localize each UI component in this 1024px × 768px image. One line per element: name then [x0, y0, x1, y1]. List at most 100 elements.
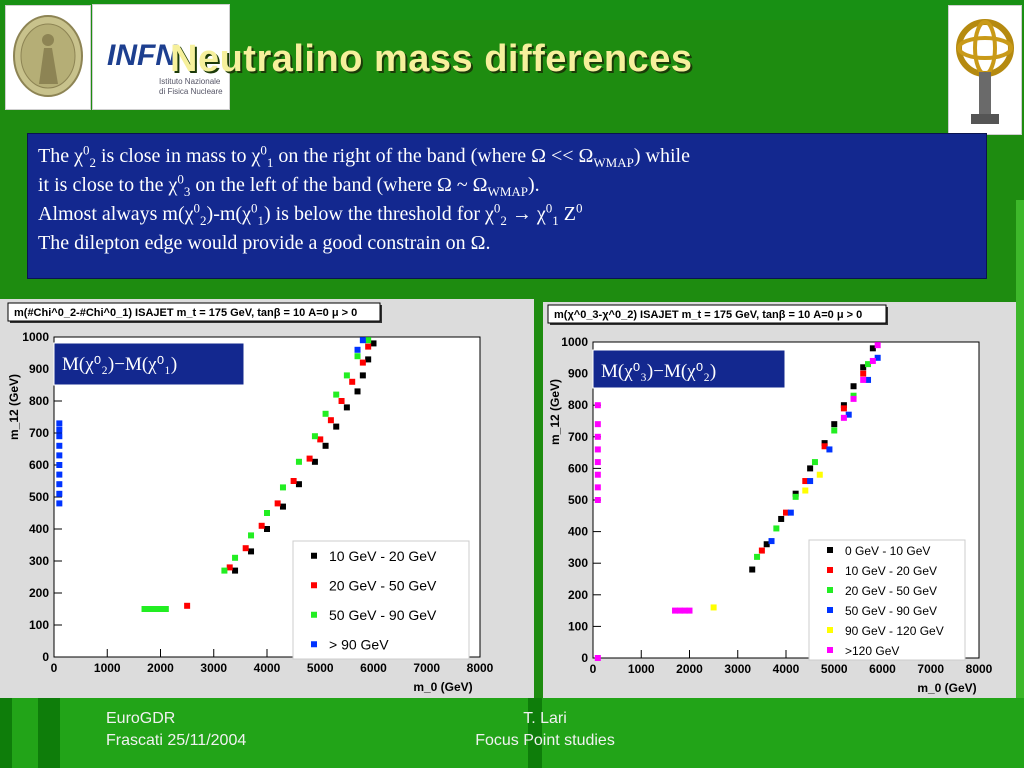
- data-point: [672, 607, 679, 614]
- y-tick-label: 900: [29, 362, 49, 376]
- data-point: [811, 459, 818, 466]
- data-point: [816, 471, 823, 478]
- x-tick-label: 5000: [307, 661, 334, 675]
- data-point: [146, 606, 153, 612]
- y-tick-label: 700: [29, 426, 49, 440]
- top-band: [0, 0, 1024, 20]
- data-point: [749, 566, 756, 573]
- infn-caption-2: di Fisica Nucleare: [159, 87, 223, 96]
- data-point: [141, 606, 148, 612]
- overlay-label: M(χ⁰₃)−M(χ⁰₂): [601, 361, 716, 382]
- data-point: [354, 346, 361, 353]
- data-point: [802, 478, 809, 485]
- data-point: [594, 459, 601, 466]
- data-point: [264, 510, 270, 516]
- y-tick-label: 300: [29, 554, 49, 568]
- x-tick-label: 2000: [676, 662, 703, 676]
- y-tick-label: 500: [29, 490, 49, 504]
- chart-title-box: [7, 302, 381, 322]
- legend-label: 20 GeV - 50 GeV: [845, 584, 937, 598]
- y-tick-label: 800: [568, 398, 588, 412]
- data-point: [807, 478, 814, 485]
- data-point: [354, 353, 361, 360]
- data-point: [295, 481, 302, 488]
- data-point: [306, 455, 313, 462]
- footer-strip-2: [38, 698, 60, 768]
- data-point: [56, 452, 63, 459]
- legend-marker: [827, 627, 833, 633]
- data-point: [242, 545, 249, 552]
- data-point: [226, 564, 233, 571]
- y-tick-label: 700: [568, 430, 588, 444]
- chart-panel-left: m(#Chi^0_2-#Chi^0_1) ISAJET m_t = 175 Ge…: [0, 299, 534, 698]
- data-point: [333, 423, 340, 430]
- data-point: [279, 484, 286, 491]
- data-point: [831, 421, 838, 428]
- overlay-label-box: [53, 342, 245, 386]
- y-tick-label: 400: [29, 522, 49, 536]
- data-point: [162, 606, 169, 612]
- data-point: [343, 372, 350, 379]
- data-point: [56, 471, 63, 478]
- data-point: [274, 500, 281, 507]
- y-tick-label: 100: [29, 618, 49, 632]
- x-axis-label: m_0 (GeV): [413, 680, 472, 694]
- x-tick-label: 8000: [966, 662, 993, 676]
- data-point: [754, 553, 761, 560]
- data-point: [295, 458, 302, 465]
- x-axis-label: m_0 (GeV): [917, 681, 976, 695]
- y-tick-label: 200: [29, 586, 49, 600]
- legend-marker: [827, 647, 833, 653]
- data-point: [157, 606, 164, 612]
- footer-date: Frascati 25/11/2004: [106, 732, 247, 749]
- data-point: [594, 497, 601, 503]
- x-tick-label: 1000: [94, 661, 121, 675]
- legend-marker: [827, 547, 833, 553]
- y-tick-label: 0: [42, 650, 49, 664]
- data-point: [365, 356, 372, 363]
- x-tick-label: 3000: [724, 662, 751, 676]
- data-point: [279, 503, 286, 510]
- footer-strip-1: [0, 698, 12, 768]
- data-point: [860, 364, 867, 371]
- data-point: [333, 391, 340, 398]
- data-point: [370, 340, 377, 347]
- data-point: [826, 446, 833, 453]
- data-point: [676, 607, 683, 614]
- chart-left-svg: m(#Chi^0_2-#Chi^0_1) ISAJET m_t = 175 Ge…: [7, 302, 494, 694]
- data-point: [56, 462, 63, 468]
- data-point: [821, 440, 828, 447]
- legend-box: [808, 539, 966, 661]
- data-point: [359, 337, 366, 344]
- y-tick-label: 200: [568, 588, 588, 602]
- y-axis-label: m_12 (GeV): [548, 379, 562, 445]
- data-point: [681, 607, 688, 614]
- data-point: [359, 359, 366, 366]
- data-point: [232, 554, 239, 561]
- data-point: [248, 548, 255, 555]
- data-point: [365, 337, 372, 344]
- chart-title-box: [547, 304, 887, 324]
- data-point: [787, 509, 794, 516]
- footer-topic: Focus Point studies: [475, 732, 615, 749]
- data-point: [311, 433, 318, 440]
- data-point: [232, 567, 239, 574]
- data-point: [840, 414, 847, 421]
- x-tick-label: 6000: [360, 661, 387, 675]
- data-point: [343, 404, 350, 411]
- y-tick-label: 400: [568, 525, 588, 539]
- legend-marker: [311, 582, 317, 589]
- x-tick-label: 5000: [821, 662, 848, 676]
- data-point: [221, 567, 228, 574]
- data-point: [860, 370, 867, 377]
- data-point: [850, 392, 857, 399]
- x-tick-label: 1000: [628, 662, 655, 676]
- chart-title: m(χ^0_3-χ^0_2) ISAJET m_t = 175 GeV, tan…: [554, 309, 862, 321]
- legend-label: 0 GeV - 10 GeV: [845, 544, 930, 558]
- data-point: [264, 526, 270, 532]
- slide-title: Neutralino mass differences: [170, 38, 693, 80]
- data-point: [322, 442, 329, 449]
- x-tick-label: 0: [51, 661, 58, 675]
- data-point: [865, 376, 872, 383]
